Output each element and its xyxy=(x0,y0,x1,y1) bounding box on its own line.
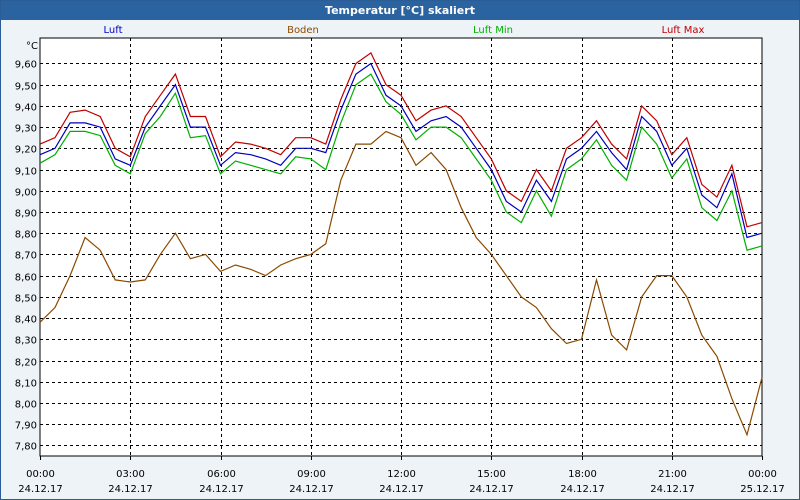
x-tick-date: 24.12.17 xyxy=(18,484,63,495)
x-tick-time: 03:00 xyxy=(116,469,145,480)
x-tick-date: 24.12.17 xyxy=(379,484,424,495)
y-tick-label: 8,20 xyxy=(15,358,37,369)
x-tick-date: 24.12.17 xyxy=(469,484,514,495)
y-tick-label: 8,90 xyxy=(15,209,37,220)
x-tick-time: 21:00 xyxy=(658,469,687,480)
y-tick-label: 9,10 xyxy=(15,167,37,178)
y-tick-label: 8,50 xyxy=(15,294,37,305)
series-line-luft xyxy=(39,62,763,239)
y-tick-label: 8,00 xyxy=(15,400,37,411)
legend-entry: Luft Min xyxy=(473,25,513,36)
y-tick-label: 7,80 xyxy=(15,442,37,453)
x-tick-date: 24.12.17 xyxy=(560,484,605,495)
y-tick-label: 8,30 xyxy=(15,336,37,347)
x-tick-date: 24.12.17 xyxy=(108,484,153,495)
series-line-luft-min xyxy=(39,73,763,251)
x-tick-time: 06:00 xyxy=(207,469,236,480)
x-tick-time: 15:00 xyxy=(477,469,506,480)
x-tick-date: 24.12.17 xyxy=(199,484,244,495)
y-tick-label: 9,50 xyxy=(15,82,37,93)
legend-entry: Luft xyxy=(104,25,123,36)
y-tick-label: 7,90 xyxy=(15,421,37,432)
x-tick-time: 18:00 xyxy=(568,469,597,480)
x-tick-date: 24.12.17 xyxy=(289,484,334,495)
chart-title: Temperatur [°C] skaliert xyxy=(1,1,799,20)
y-tick-label: 9,00 xyxy=(15,188,37,199)
x-tick-time: 09:00 xyxy=(297,469,326,480)
y-tick-label: 9,40 xyxy=(15,103,37,114)
x-tick-time: 00:00 xyxy=(748,469,777,480)
y-tick-label: 8,70 xyxy=(15,251,37,262)
x-tick-date: 24.12.17 xyxy=(650,484,695,495)
y-tick-label: 9,60 xyxy=(15,60,37,71)
legend-entry: Luft Max xyxy=(662,25,705,36)
y-tick-label: 8,80 xyxy=(15,230,37,241)
y-tick-label: 8,10 xyxy=(15,379,37,390)
y-tick-label: 8,40 xyxy=(15,315,37,326)
x-tick-time: 12:00 xyxy=(387,469,416,480)
y-tick-label: 9,20 xyxy=(15,145,37,156)
legend-entry: Boden xyxy=(287,25,319,36)
y-tick-label: 8,60 xyxy=(15,273,37,284)
y-tick-label: 9,30 xyxy=(15,124,37,135)
series-line-luft-max xyxy=(39,51,763,228)
y-axis-unit: °C xyxy=(26,41,38,52)
x-tick-date: 25.12.17 xyxy=(740,484,785,495)
series-line-boden xyxy=(39,130,763,437)
x-tick-time: 00:00 xyxy=(26,469,55,480)
